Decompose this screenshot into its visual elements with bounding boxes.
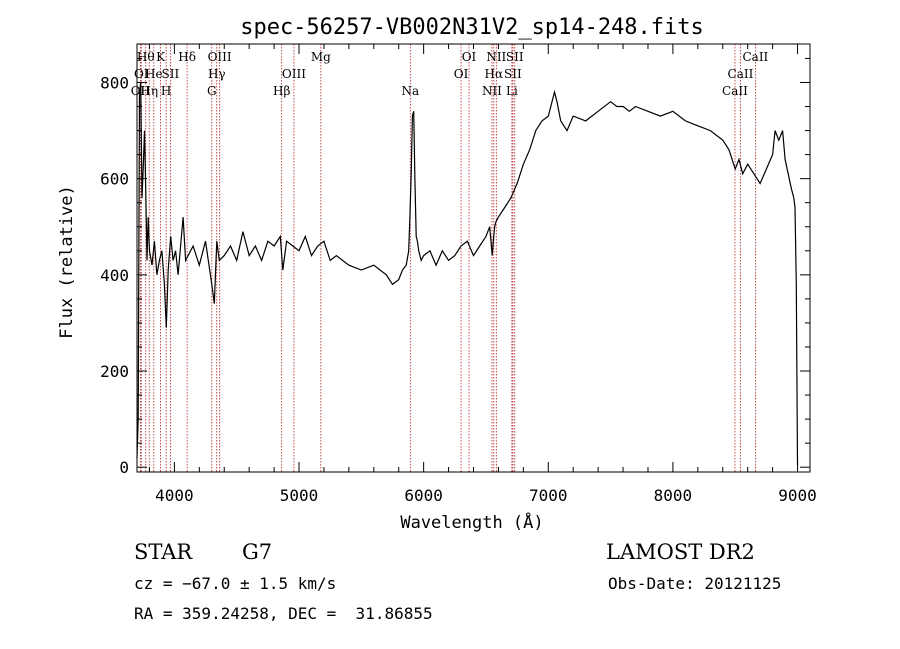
line-label-16: OI xyxy=(454,67,469,81)
line-label-1: OI xyxy=(134,67,149,81)
object-subclass: G7 xyxy=(242,540,273,564)
line-label-22: SII xyxy=(504,67,522,81)
line-label-5: K xyxy=(156,50,166,64)
line-label-15: Na xyxy=(401,84,419,98)
flux-series-line xyxy=(136,82,799,465)
spectral-line-markers xyxy=(139,44,756,472)
y-tick-label-0: 0 xyxy=(119,458,129,477)
redshift-velocity: cz = −67.0 ± 1.5 km/s xyxy=(134,574,337,593)
chart-title: spec-56257-VB002N31V2_sp14-248.fits xyxy=(240,15,704,40)
line-label-13: OIII xyxy=(282,67,306,81)
x-tick-label-5: 9000 xyxy=(778,486,817,505)
spectral-line-labels: OIIOIHθHηHeKHSIIHδGHγOIIIHβOIIIMgNaOIOIN… xyxy=(131,50,769,98)
y-axis-label: Flux (relative) xyxy=(57,185,77,339)
line-label-17: OI xyxy=(462,50,477,64)
line-label-9: G xyxy=(207,84,217,98)
line-label-12: Hβ xyxy=(273,84,290,98)
line-label-26: CaII xyxy=(742,50,768,64)
line-label-3: Hη xyxy=(140,84,158,98)
line-label-4: He xyxy=(145,67,163,81)
y-tick-label-3: 600 xyxy=(100,170,129,189)
x-tick-label-3: 7000 xyxy=(529,486,568,505)
line-label-2: Hθ xyxy=(137,50,155,64)
line-label-6: H xyxy=(161,84,171,98)
y-tick-label-1: 200 xyxy=(100,362,129,381)
axis-ticks xyxy=(137,44,810,472)
y-tick-label-4: 800 xyxy=(100,73,129,92)
line-label-8: Hδ xyxy=(178,50,196,64)
line-label-21: Li xyxy=(506,84,518,98)
line-label-20: NII xyxy=(486,50,506,64)
line-label-25: CaII xyxy=(728,67,754,81)
y-tick-label-2: 400 xyxy=(100,266,129,285)
axis-tick-labels: 4000 5000 6000 7000 8000 9000 0 200 400 600 800 xyxy=(100,73,817,505)
line-label-11: OIII xyxy=(208,50,232,64)
line-label-23: SII xyxy=(506,50,524,64)
line-label-19: Hα xyxy=(485,67,504,81)
plot-frame xyxy=(136,43,811,473)
coordinates: RA = 359.24258, DEC = 31.86855 xyxy=(134,604,433,623)
line-label-14: Mg xyxy=(311,50,331,64)
observation-date: Obs-Date: 20121125 xyxy=(608,574,782,593)
line-label-24: CaII xyxy=(722,84,748,98)
x-tick-label-1: 5000 xyxy=(280,486,319,505)
x-tick-label-2: 6000 xyxy=(404,486,443,505)
line-label-18: NII xyxy=(482,84,502,98)
x-tick-label-4: 8000 xyxy=(654,486,693,505)
object-class: STAR xyxy=(134,540,193,564)
line-label-7: SII xyxy=(162,67,180,81)
x-tick-label-0: 4000 xyxy=(155,486,194,505)
x-axis-label: Wavelength (Å) xyxy=(400,511,543,533)
line-label-10: Hγ xyxy=(208,67,226,81)
survey-name: LAMOST DR2 xyxy=(606,540,755,564)
